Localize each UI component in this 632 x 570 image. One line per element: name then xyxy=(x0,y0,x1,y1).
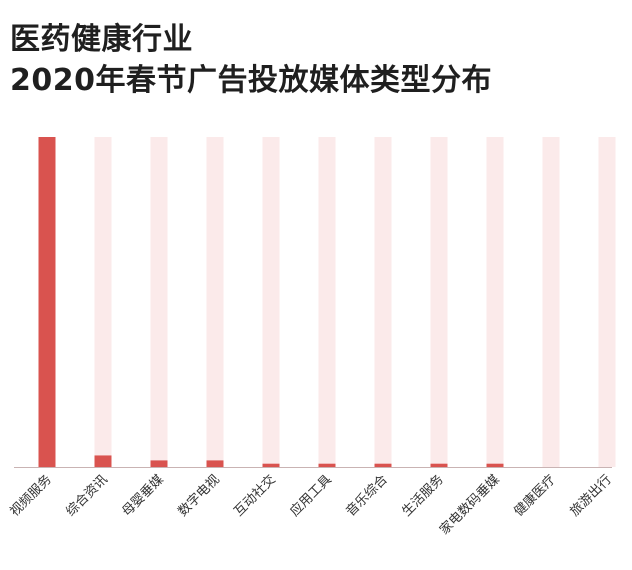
bar xyxy=(206,460,224,467)
chart-title-line-1: 医药健康行业 xyxy=(10,22,193,57)
x-tick-label: 互动社交 xyxy=(231,472,279,520)
x-tick-label: 生活服务 xyxy=(399,472,447,520)
bar-track xyxy=(542,137,560,467)
bar-track xyxy=(430,137,448,467)
bar-track xyxy=(206,137,224,467)
bar xyxy=(486,463,504,467)
x-tick-label: 应用工具 xyxy=(287,472,335,520)
bar-track xyxy=(318,137,336,467)
bar-track xyxy=(374,137,392,467)
bar xyxy=(94,455,112,467)
x-tick-label: 家电数码垂媒 xyxy=(436,472,502,538)
bar xyxy=(38,137,56,467)
x-tick-label: 数字电视 xyxy=(175,472,222,519)
bar-track xyxy=(262,137,280,467)
bar xyxy=(374,463,392,467)
bar xyxy=(262,463,280,467)
bar xyxy=(430,463,448,467)
bar xyxy=(318,463,336,467)
bar-track xyxy=(150,137,168,467)
x-tick-label: 综合资讯 xyxy=(63,472,110,519)
bar-track xyxy=(486,137,504,467)
x-tick-label: 母婴垂媒 xyxy=(119,472,166,519)
x-tick-label: 旅游出行 xyxy=(567,472,614,519)
x-tick-label: 健康医疗 xyxy=(511,472,559,520)
bar-track xyxy=(94,137,112,467)
x-tick-label: 视频服务 xyxy=(7,472,55,520)
x-tick-label: 音乐综合 xyxy=(343,472,391,520)
chart-title-line-2: 2020年春节广告投放媒体类型分布 xyxy=(10,63,492,98)
bar-track xyxy=(598,137,616,467)
bar xyxy=(150,460,168,467)
